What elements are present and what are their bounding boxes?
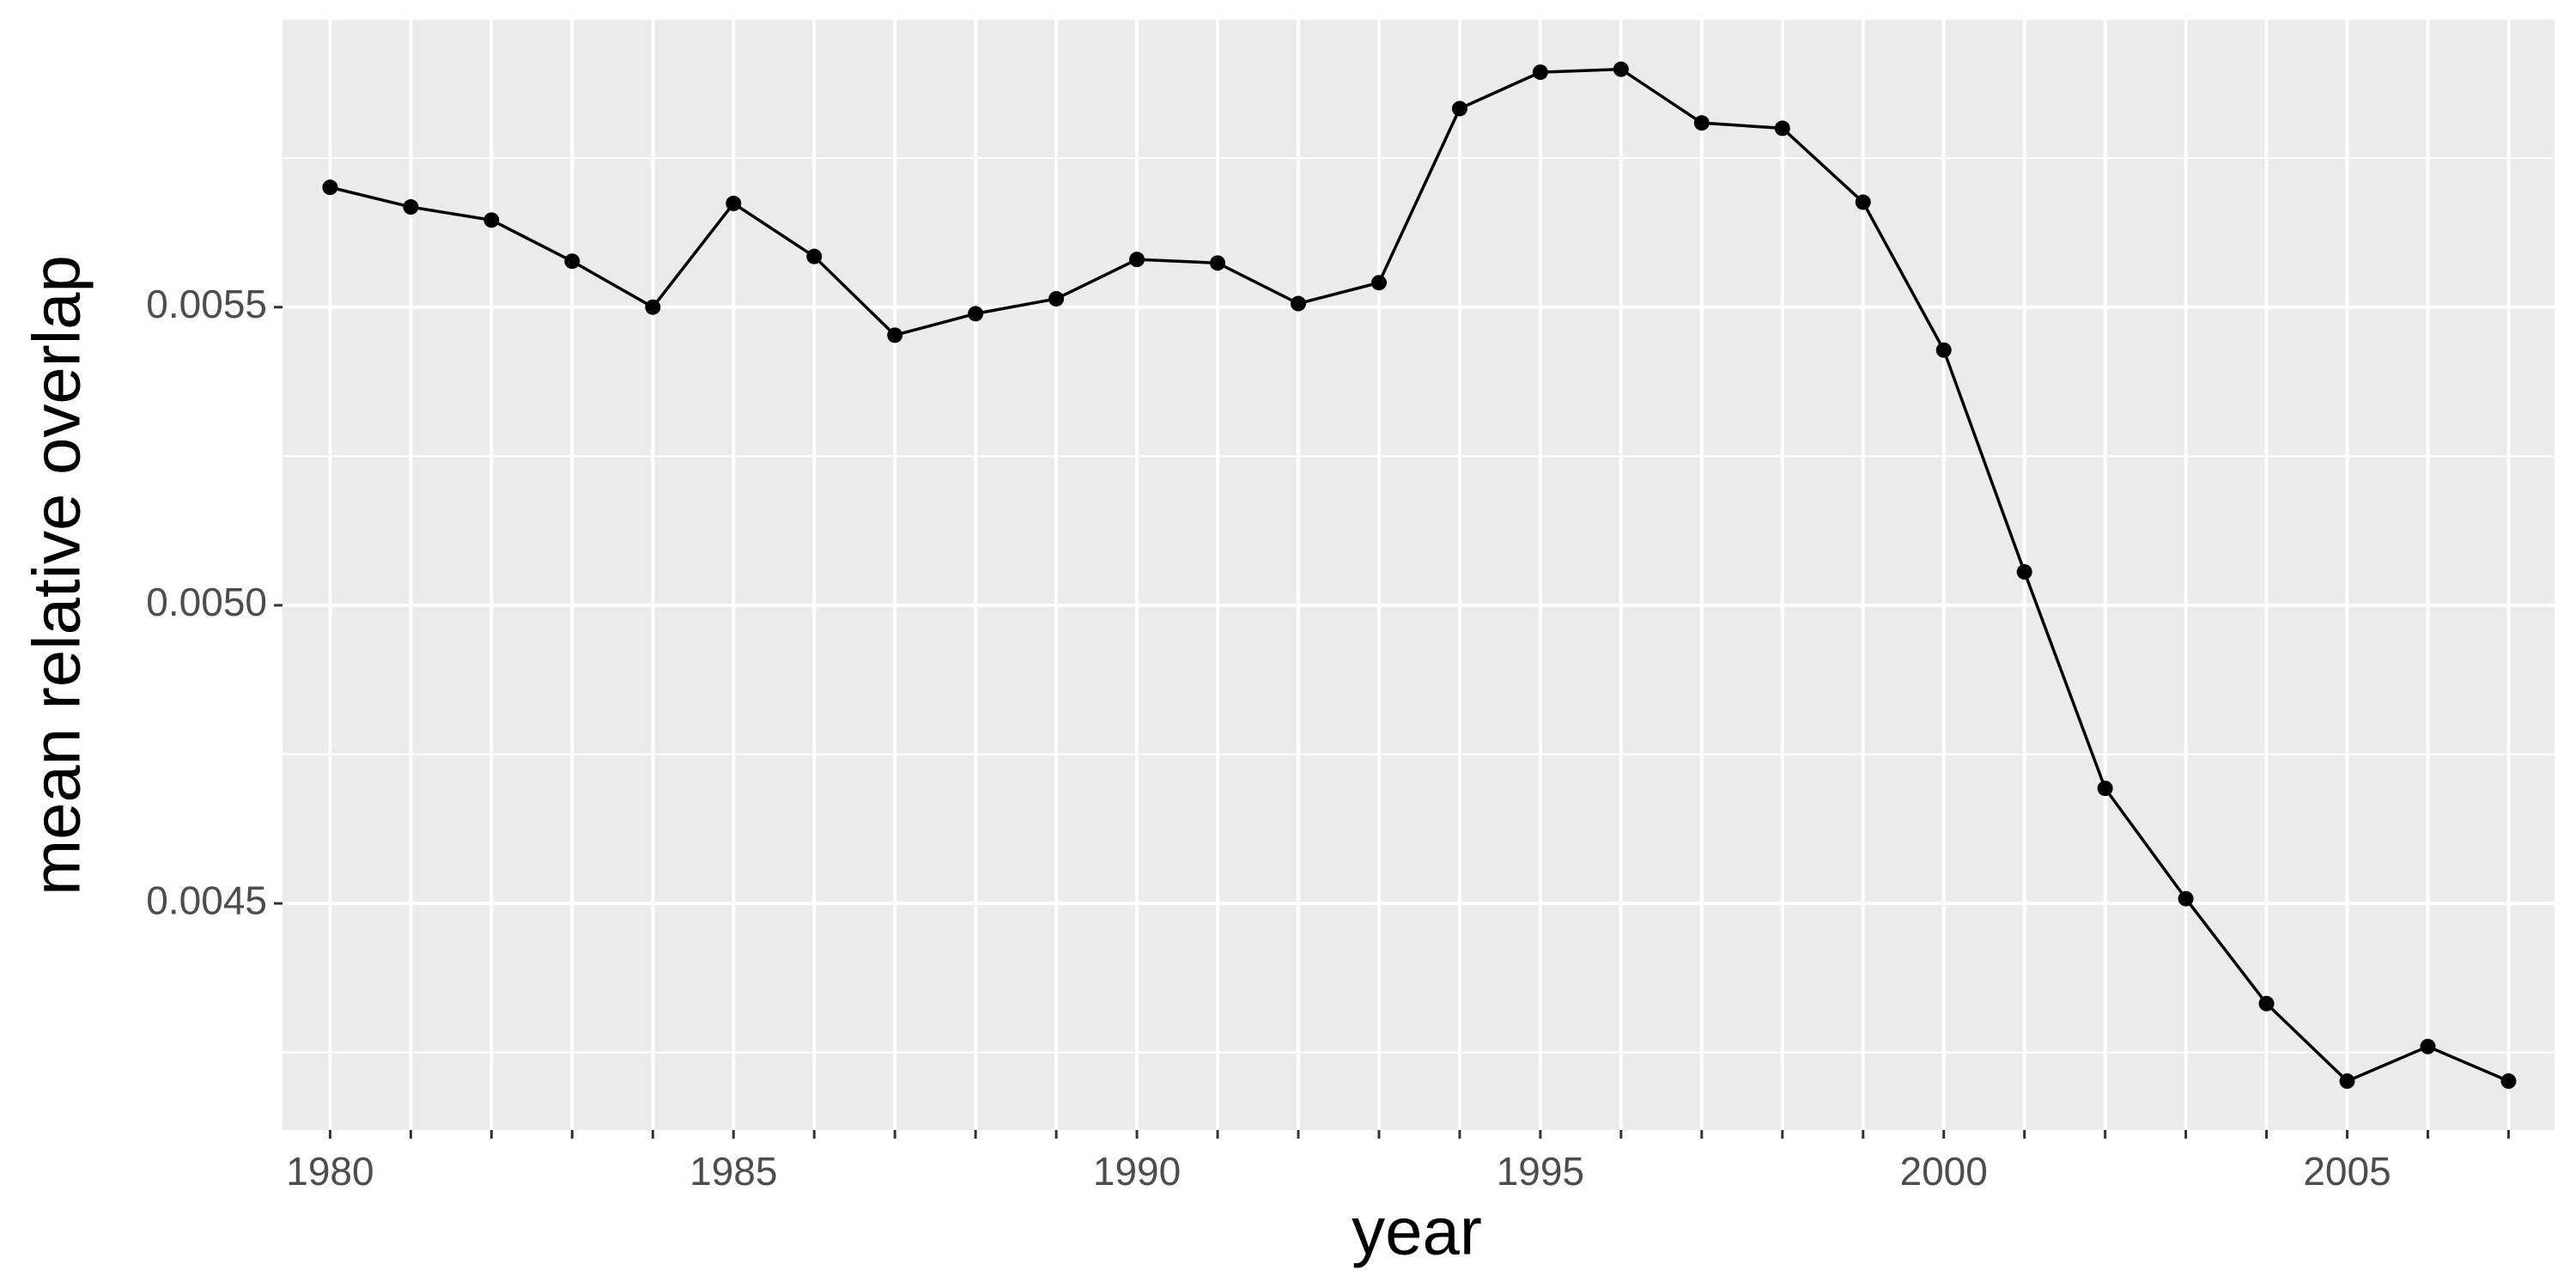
- point: [322, 179, 338, 196]
- point: [887, 327, 903, 343]
- x-tick-label: 1980: [286, 1149, 374, 1194]
- point: [1129, 252, 1145, 268]
- x-tick-label: 1995: [1497, 1149, 1584, 1194]
- x-tick-label: 1985: [690, 1149, 777, 1194]
- point: [2500, 1073, 2517, 1090]
- point: [1613, 61, 1629, 77]
- point: [1370, 275, 1387, 291]
- line: [330, 67, 2510, 1084]
- x-tick-label: 2005: [2303, 1149, 2391, 1194]
- point: [564, 253, 580, 270]
- panel: [283, 20, 2555, 1130]
- point: [1774, 120, 1790, 137]
- point: [806, 248, 823, 264]
- point: [2339, 1073, 2355, 1090]
- point: [726, 195, 742, 211]
- point: [968, 306, 984, 322]
- point: [1532, 64, 1548, 81]
- point: [1290, 295, 1306, 312]
- point: [1210, 255, 1226, 271]
- point: [645, 299, 661, 315]
- y-tick-label: 0.0050: [146, 580, 267, 624]
- point: [1048, 290, 1065, 307]
- x-axis-title: year: [1352, 1194, 1482, 1269]
- point: [2016, 564, 2032, 580]
- point: [1451, 100, 1467, 117]
- point: [2097, 781, 2113, 797]
- y-tick-label: 0.0045: [146, 878, 267, 922]
- point: [1693, 115, 1710, 131]
- y-axis-title: mean relative overlap: [19, 255, 94, 896]
- point: [2258, 995, 2275, 1012]
- y-tick-label: 0.0055: [146, 282, 267, 326]
- point: [1935, 342, 1952, 358]
- point: [1855, 194, 1871, 210]
- point: [403, 199, 419, 216]
- point: [2420, 1038, 2436, 1054]
- point: [2178, 890, 2194, 907]
- x-tick-label: 2000: [1900, 1149, 1988, 1194]
- point: [483, 212, 500, 228]
- x-tick-label: 1990: [1093, 1149, 1181, 1194]
